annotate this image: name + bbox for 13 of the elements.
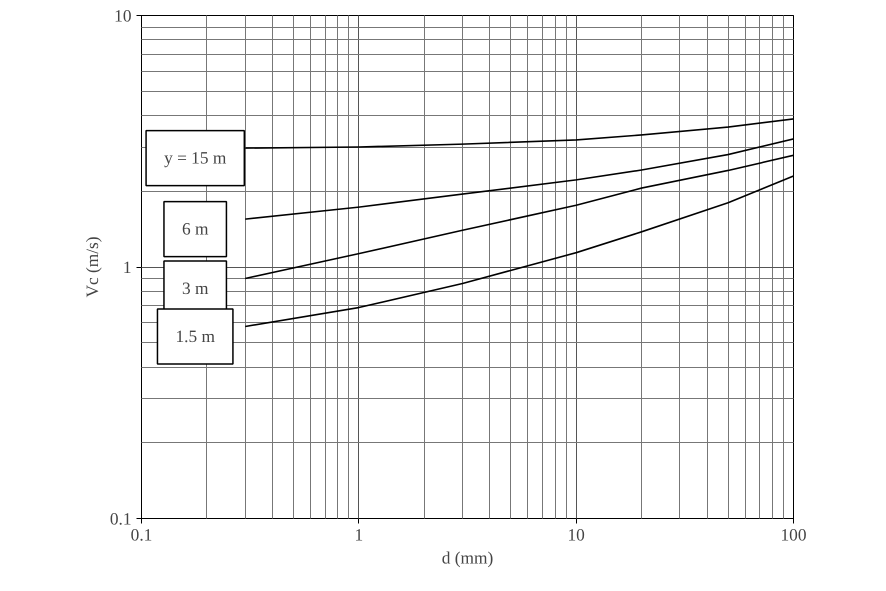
series-label: y = 15 m bbox=[164, 148, 227, 168]
x-tick-label: 0.1 bbox=[130, 526, 152, 544]
x-axis-title: d (mm) bbox=[442, 548, 494, 568]
y-axis-title: Vc (m/s) bbox=[82, 236, 102, 298]
y-tick-label: 0.1 bbox=[110, 510, 132, 528]
y-tick-label: 10 bbox=[114, 6, 132, 26]
series-label: 1.5 m bbox=[175, 327, 216, 346]
text: 6 m bbox=[182, 220, 209, 239]
x-tick-label: 10 bbox=[568, 526, 585, 544]
text: 3 m bbox=[182, 279, 209, 298]
x-tick-label: 100 bbox=[780, 526, 807, 544]
x-tick-label: 1 bbox=[354, 526, 364, 544]
y-tick-label: 1 bbox=[122, 258, 132, 277]
